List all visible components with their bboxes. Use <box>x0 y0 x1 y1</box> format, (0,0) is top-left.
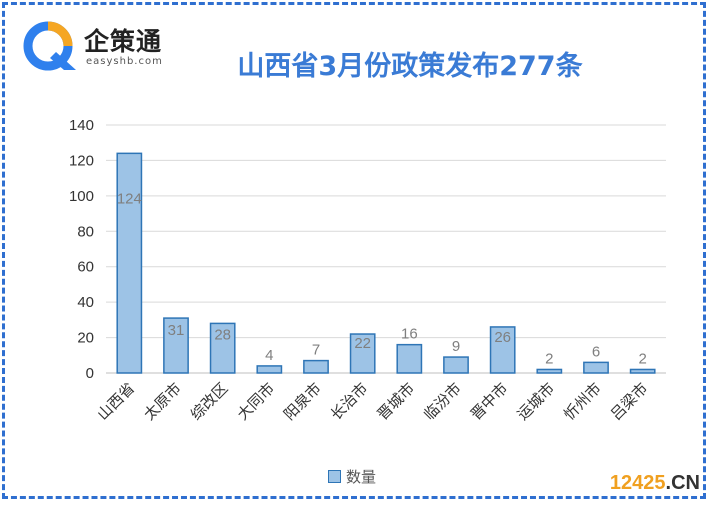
watermark: 12425.CN <box>610 472 700 495</box>
logo-name: 企策通 <box>84 27 163 56</box>
data-label: 2 <box>545 350 553 367</box>
data-label: 124 <box>117 190 142 207</box>
x-tick-label: 运城市 <box>514 379 559 424</box>
logo-domain: easyshb.com <box>86 56 163 67</box>
bar <box>583 361 609 374</box>
data-label: 28 <box>214 326 231 343</box>
x-tick-label: 晋城市 <box>374 379 419 424</box>
legend-swatch <box>328 470 341 483</box>
data-label: 16 <box>401 326 418 343</box>
x-tick-label: 太原市 <box>140 379 185 424</box>
bar <box>629 368 656 374</box>
y-tick-label: 20 <box>77 330 94 347</box>
bar <box>116 152 143 374</box>
bar <box>349 333 376 374</box>
data-label: 4 <box>265 347 273 364</box>
bar <box>303 359 329 374</box>
y-tick-label: 40 <box>77 294 94 311</box>
legend: 数量 <box>328 466 376 487</box>
y-tick-label: 120 <box>69 152 94 169</box>
x-tick-label: 晋中市 <box>467 379 512 424</box>
x-tick-label: 大同市 <box>234 379 279 424</box>
watermark-number: 12425 <box>609 472 666 494</box>
bar <box>443 356 469 374</box>
bar <box>489 326 516 374</box>
data-label: 31 <box>168 322 185 339</box>
x-tick-label: 忻州市 <box>560 379 605 424</box>
x-tick-label: 阳泉市 <box>280 379 325 424</box>
x-tick-label: 临汾市 <box>420 379 465 424</box>
y-tick-label: 140 <box>69 117 94 134</box>
bar <box>536 368 563 374</box>
y-tick-label: 60 <box>77 259 94 276</box>
q-logo-icon <box>23 21 76 71</box>
data-label: 6 <box>592 343 600 360</box>
bar <box>256 365 283 374</box>
bar <box>396 343 423 374</box>
x-tick-label: 综改区 <box>187 379 232 424</box>
watermark-suffix: .CN <box>665 472 700 494</box>
data-label: 9 <box>452 338 460 355</box>
data-label: 22 <box>354 335 371 352</box>
chart-title: 山西省3月份政策发布277条 <box>237 51 583 82</box>
y-tick-label: 80 <box>77 223 94 240</box>
y-tick-label: 100 <box>69 188 94 205</box>
y-tick-label: 0 <box>86 365 94 382</box>
data-label: 26 <box>494 329 511 346</box>
x-tick-label: 吕梁市 <box>607 379 652 424</box>
data-label: 7 <box>312 342 320 359</box>
bar <box>163 317 189 374</box>
x-tick-label: 山西省 <box>94 379 139 424</box>
x-tick-label: 长治市 <box>327 379 372 424</box>
bar <box>209 322 236 374</box>
data-label: 2 <box>638 350 646 367</box>
legend-label: 数量 <box>346 468 377 486</box>
bar-chart: 0 20 40 60 80 100 120 140 124 山西省 31 太原市 28 综改区 4 大同市 7 阳… <box>69 117 666 424</box>
logo: 企策通 easyshb.com <box>20 18 190 74</box>
